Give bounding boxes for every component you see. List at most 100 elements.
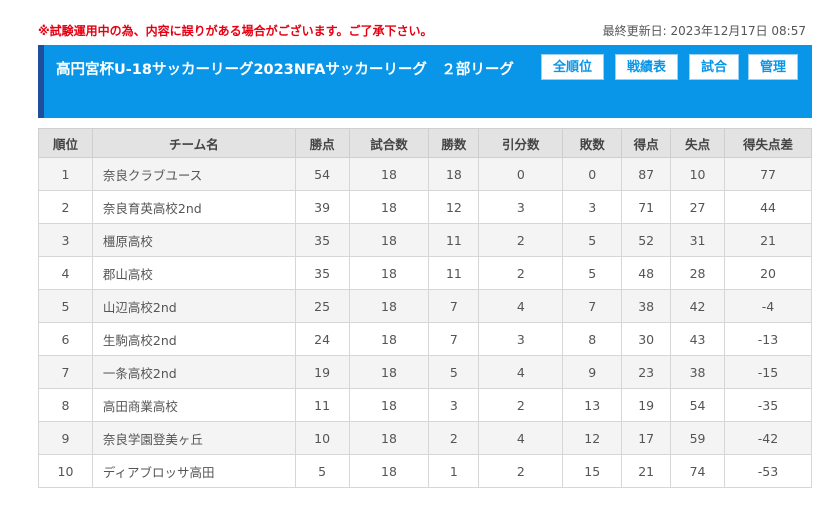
cell-points: 35 xyxy=(294,223,350,257)
cell-wins: 11 xyxy=(428,256,480,290)
cell-goal-diff: 20 xyxy=(724,256,812,290)
column-header-team: チーム名 xyxy=(91,128,296,158)
cell-rank: 9 xyxy=(38,421,93,455)
cell-played: 18 xyxy=(348,421,430,455)
cell-losses: 13 xyxy=(562,388,623,422)
cell-wins: 5 xyxy=(428,355,480,389)
matches-button[interactable]: 試合 xyxy=(689,54,739,80)
cell-points: 10 xyxy=(294,421,350,455)
cell-played: 18 xyxy=(348,388,430,422)
cell-losses: 5 xyxy=(562,256,623,290)
cell-goal-diff: 21 xyxy=(724,223,812,257)
cell-played: 18 xyxy=(348,190,430,224)
column-header-draws: 引分数 xyxy=(478,128,564,158)
cell-team: 郡山高校 xyxy=(91,256,296,290)
cell-rank: 4 xyxy=(38,256,93,290)
cell-goals-for: 30 xyxy=(621,322,672,356)
cell-played: 18 xyxy=(348,157,430,191)
cell-goals-against: 59 xyxy=(670,421,726,455)
cell-goals-against: 28 xyxy=(670,256,726,290)
table-row: 2 奈良育英高校2nd 39 18 12 3 3 71 27 44 xyxy=(38,190,812,224)
cell-goals-against: 54 xyxy=(670,388,726,422)
table-row: 5 山辺高校2nd 25 18 7 4 7 38 42 -4 xyxy=(38,289,812,323)
table-row: 6 生駒高校2nd 24 18 7 3 8 30 43 -13 xyxy=(38,322,812,356)
cell-goals-against: 43 xyxy=(670,322,726,356)
cell-points: 5 xyxy=(294,454,350,488)
cell-goals-against: 27 xyxy=(670,190,726,224)
all-rank-button[interactable]: 全順位 xyxy=(541,54,604,80)
cell-goal-diff: -53 xyxy=(724,454,812,488)
cell-goals-against: 74 xyxy=(670,454,726,488)
cell-goals-against: 38 xyxy=(670,355,726,389)
cell-points: 54 xyxy=(294,157,350,191)
cell-wins: 3 xyxy=(428,388,480,422)
cell-goals-for: 87 xyxy=(621,157,672,191)
cell-wins: 7 xyxy=(428,322,480,356)
column-header-played: 試合数 xyxy=(348,128,430,158)
table-row: 3 橿原高校 35 18 11 2 5 52 31 21 xyxy=(38,223,812,257)
cell-points: 19 xyxy=(294,355,350,389)
cell-wins: 1 xyxy=(428,454,480,488)
cell-rank: 10 xyxy=(38,454,93,488)
cell-team: 高田商業高校 xyxy=(91,388,296,422)
cell-points: 11 xyxy=(294,388,350,422)
table-row: 4 郡山高校 35 18 11 2 5 48 28 20 xyxy=(38,256,812,290)
cell-team: 山辺高校2nd xyxy=(91,289,296,323)
table-row: 8 高田商業高校 11 18 3 2 13 19 54 -35 xyxy=(38,388,812,422)
cell-losses: 15 xyxy=(562,454,623,488)
cell-wins: 7 xyxy=(428,289,480,323)
top-bar: ※試験運用中の為、内容に誤りがある場合がございます。ご了承下さい。 最終更新日:… xyxy=(38,22,810,42)
cell-goals-for: 21 xyxy=(621,454,672,488)
cell-played: 18 xyxy=(348,289,430,323)
cell-team: 橿原高校 xyxy=(91,223,296,257)
cell-goals-for: 48 xyxy=(621,256,672,290)
cell-draws: 2 xyxy=(478,223,564,257)
cell-team: 奈良育英高校2nd xyxy=(91,190,296,224)
cell-losses: 5 xyxy=(562,223,623,257)
cell-draws: 4 xyxy=(478,355,564,389)
cell-goals-for: 19 xyxy=(621,388,672,422)
cell-wins: 11 xyxy=(428,223,480,257)
header-row: 順位 チーム名 勝点 試合数 勝数 引分数 敗数 得点 失点 得失点差 xyxy=(38,128,812,158)
cell-goals-against: 10 xyxy=(670,157,726,191)
cell-goals-for: 52 xyxy=(621,223,672,257)
cell-played: 18 xyxy=(348,355,430,389)
column-header-goals-for: 得点 xyxy=(621,128,672,158)
column-header-rank: 順位 xyxy=(38,128,93,158)
cell-goal-diff: -13 xyxy=(724,322,812,356)
cell-points: 25 xyxy=(294,289,350,323)
admin-button[interactable]: 管理 xyxy=(748,54,798,80)
last-updated: 最終更新日: 2023年12月17日 08:57 xyxy=(602,24,806,38)
table-row: 10 ディアブロッサ高田 5 18 1 2 15 21 74 -53 xyxy=(38,454,812,488)
cell-rank: 3 xyxy=(38,223,93,257)
cell-played: 18 xyxy=(348,256,430,290)
cell-points: 39 xyxy=(294,190,350,224)
standings-table: 順位 チーム名 勝点 試合数 勝数 引分数 敗数 得点 失点 得失点差 1 奈良クラブユース 54 18… xyxy=(38,128,812,488)
cell-team: ディアブロッサ高田 xyxy=(91,454,296,488)
league-header: 高円宮杯U-18サッカーリーグ2023NFAサッカーリーグ ２部リーグ 全順位 … xyxy=(38,45,812,118)
league-title: 高円宮杯U-18サッカーリーグ2023NFAサッカーリーグ ２部リーグ xyxy=(56,62,514,78)
cell-goals-for: 17 xyxy=(621,421,672,455)
cell-team: 一条高校2nd xyxy=(91,355,296,389)
cell-goal-diff: 77 xyxy=(724,157,812,191)
cell-played: 18 xyxy=(348,322,430,356)
results-table-button[interactable]: 戦績表 xyxy=(615,54,678,80)
cell-rank: 6 xyxy=(38,322,93,356)
cell-goals-against: 31 xyxy=(670,223,726,257)
column-header-losses: 敗数 xyxy=(562,128,623,158)
column-header-goals-against: 失点 xyxy=(670,128,726,158)
table-header: 順位 チーム名 勝点 試合数 勝数 引分数 敗数 得点 失点 得失点差 xyxy=(38,128,812,158)
cell-wins: 2 xyxy=(428,421,480,455)
cell-goal-diff: -15 xyxy=(724,355,812,389)
cell-rank: 2 xyxy=(38,190,93,224)
cell-goals-for: 38 xyxy=(621,289,672,323)
cell-team: 奈良クラブユース xyxy=(91,157,296,191)
cell-rank: 7 xyxy=(38,355,93,389)
cell-rank: 8 xyxy=(38,388,93,422)
cell-draws: 2 xyxy=(478,388,564,422)
cell-losses: 3 xyxy=(562,190,623,224)
cell-team: 生駒高校2nd xyxy=(91,322,296,356)
cell-goal-diff: 44 xyxy=(724,190,812,224)
cell-rank: 1 xyxy=(38,157,93,191)
cell-draws: 3 xyxy=(478,322,564,356)
